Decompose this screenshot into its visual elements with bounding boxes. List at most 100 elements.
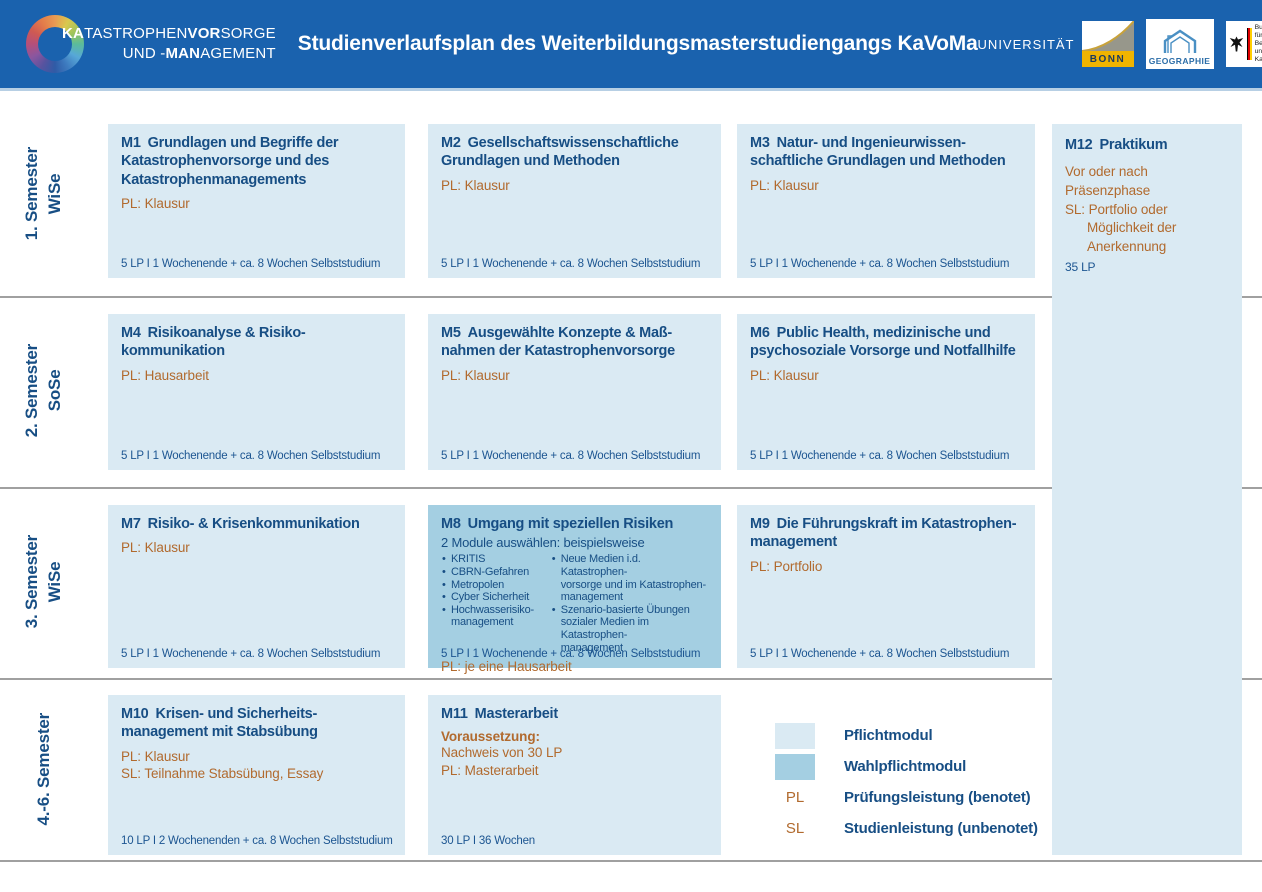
module-prerequisite-label: Voraussetzung: xyxy=(441,729,540,745)
semester-label-2: 2. Semester SoSe xyxy=(22,344,64,438)
module-exam: PL: Klausur xyxy=(121,195,190,211)
module-heading: M5 Ausgewählte Konzepte & Maß- nahmen der… xyxy=(441,324,708,361)
options-column-left: KRITISCBRN-GefahrenMetropolenCyber Siche… xyxy=(441,553,545,654)
bullet-item: Metropolen xyxy=(441,579,545,592)
module-workload: 5 LP I 1 Wochenende + ca. 8 Wochen Selbs… xyxy=(750,648,1010,660)
module-title: Gesellschaftswissenschaftliche Grundlage… xyxy=(441,135,679,170)
module-workload: 5 LP I 1 Wochenende + ca. 8 Wochen Selbs… xyxy=(121,450,381,462)
module-title: Risiko- & Krisenkommunikation xyxy=(147,516,360,532)
module-code: M9 xyxy=(750,516,770,532)
module-title: Praktikum xyxy=(1099,137,1168,153)
legend-label: Wahlpflichtmodul xyxy=(844,758,967,775)
module-credits: 35 LP xyxy=(1065,260,1096,275)
geographie-logo: GEOGRAPHIE xyxy=(1145,19,1214,69)
module-exam: PL: Masterarbeit xyxy=(441,763,539,779)
module-code: M10 xyxy=(121,706,149,722)
header-edge-line xyxy=(0,88,1262,91)
module-workload: 5 LP I 1 Wochenende + ca. 8 Wochen Selbs… xyxy=(750,450,1010,462)
module-heading: M8 Umgang mit speziellen Risiken xyxy=(441,515,708,533)
module-exam: PL: Klausur xyxy=(441,367,510,383)
module-exam: PL: Klausur xyxy=(121,540,190,556)
options-column-right: Neue Medien i.d. Katastrophen- vorsorge … xyxy=(551,553,708,654)
module-title: Die Führungskraft im Katastrophen- manag… xyxy=(750,516,1017,551)
module-title: Grundlagen und Begriffe der Katastrophen… xyxy=(121,135,339,188)
module-heading: M11 Masterarbeit xyxy=(441,705,708,723)
module-code: M7 xyxy=(121,516,141,532)
page-title: Studienverlaufsplan des Weiterbildungsma… xyxy=(297,32,978,55)
bullet-item: KRITIS xyxy=(441,553,545,566)
module-workload: 5 LP I 1 Wochenende + ca. 8 Wochen Selbs… xyxy=(121,648,381,660)
legend-key-sl: SL xyxy=(785,820,805,837)
pflichtmodul-swatch xyxy=(775,722,815,749)
module-workload: 10 LP I 2 Wochenenden + ca. 8 Wochen Sel… xyxy=(121,835,393,847)
module-title: Public Health, medizinische und psychoso… xyxy=(750,325,1016,360)
module-card-m7: M7 Risiko- & Krisenkommunikation PL: Klau… xyxy=(108,505,405,668)
row-divider xyxy=(0,296,1262,298)
semester-label-1: 1. Semester WiSe xyxy=(22,147,64,241)
module-title: Ausgewählte Konzepte & Maß- nahmen der K… xyxy=(441,325,675,360)
module-title: Risikoanalyse & Risiko- kommunikation xyxy=(121,325,306,360)
legend-label: Pflichtmodul xyxy=(844,727,933,744)
header-bar: KATASTROPHENVORSORGE UND -MANAGEMENT Stu… xyxy=(0,0,1262,88)
bullet-item: Cyber Sicherheit xyxy=(441,591,545,604)
module-title: Natur- und Ingenieurwissen- schaftliche … xyxy=(750,135,1006,170)
module-card-m2: M2 Gesellschaftswissenschaftliche Grundla… xyxy=(428,124,721,278)
module-workload: 30 LP I 36 Wochen xyxy=(441,835,535,847)
bullet-item: Szenario-basierte Übungen sozialer Medie… xyxy=(551,604,708,655)
module-heading: M2 Gesellschaftswissenschaftliche Grundla… xyxy=(441,134,708,171)
module-workload: 5 LP I 1 Wochenende + ca. 8 Wochen Selbs… xyxy=(121,258,381,270)
module-heading: M7 Risiko- & Krisenkommunikation xyxy=(121,515,392,533)
module-heading: M9 Die Führungskraft im Katastrophen- man… xyxy=(750,515,1022,552)
module-workload: 5 LP I 1 Wochenende + ca. 8 Wochen Selbs… xyxy=(441,648,701,660)
wordmark-line2: UND -MANAGEMENT xyxy=(122,45,276,62)
kavoma-wordmark: KATASTROPHENVORSORGE UND -MANAGEMENT xyxy=(62,24,276,65)
kavoma-ring-icon xyxy=(26,15,84,73)
module-card-m10: M10 Krisen- und Sicherheits- management m… xyxy=(108,695,405,855)
legend-row-pflichtmodul: Pflichtmodul xyxy=(756,720,1056,751)
module-code: M2 xyxy=(441,135,461,151)
partner-logos: UNIVERSITÄT BONN GEOGRAPHIE xyxy=(978,19,1262,69)
module-note: Vor oder nach Präsenzphase xyxy=(1065,164,1151,198)
module-exam: PL: Klausur xyxy=(441,177,510,193)
module-workload: 5 LP I 1 Wochenende + ca. 8 Wochen Selbs… xyxy=(441,258,701,270)
module-card-m4: M4 Risikoanalyse & Risiko- kommunikation … xyxy=(108,314,405,470)
bbk-label: Bundesamt für Bevölkerungsschutz und Kat… xyxy=(1254,23,1262,64)
module-exam: PL: Portfolio xyxy=(750,558,823,574)
module-heading: M4 Risikoanalyse & Risiko- kommunikation xyxy=(121,324,392,361)
bbk-logo: Bundesamt für Bevölkerungsschutz und Kat… xyxy=(1225,21,1262,67)
semester-label-4: 4.-6. Semester xyxy=(33,712,53,826)
module-workload: 5 LP I 1 Wochenende + ca. 8 Wochen Selbs… xyxy=(441,450,701,462)
kavoma-logo: KATASTROPHENVORSORGE UND -MANAGEMENT xyxy=(26,15,276,73)
module-card-m6: M6 Public Health, medizinische und psycho… xyxy=(737,314,1035,470)
uni-bonn-label: UNIVERSITÄT xyxy=(977,36,1075,52)
module-code: M5 xyxy=(441,325,461,341)
module-code: M12 xyxy=(1065,137,1093,153)
module-options: KRITISCBRN-GefahrenMetropolenCyber Siche… xyxy=(441,553,708,654)
module-card-m11: M11 Masterarbeit Voraussetzung: Nachweis … xyxy=(428,695,721,855)
module-heading: M3 Natur- und Ingenieurwissen- schaftlich… xyxy=(750,134,1022,171)
bonn-curve-icon xyxy=(1081,21,1134,51)
module-heading: M10 Krisen- und Sicherheits- management m… xyxy=(121,705,392,742)
uni-bonn-logo: UNIVERSITÄT BONN xyxy=(978,21,1134,67)
module-study-achievement: SL: Portfolio oder Möglichkeit der Anerk… xyxy=(1065,201,1177,254)
legend-key-pl: PL xyxy=(785,789,805,806)
module-exam: PL: Klausur SL: Teilnahme Stabsübung, Es… xyxy=(121,748,324,782)
module-card-m3: M3 Natur- und Ingenieurwissen- schaftlich… xyxy=(737,124,1035,278)
module-prerequisite: Nachweis von 30 LP xyxy=(441,745,563,761)
bullet-item: Hochwasserisiko- management xyxy=(441,604,545,629)
module-heading: M6 Public Health, medizinische und psycho… xyxy=(750,324,1022,361)
module-code: M1 xyxy=(121,135,141,151)
module-title: Masterarbeit xyxy=(474,706,558,722)
legend-label: Prüfungsleistung (benotet) xyxy=(844,789,1031,806)
module-title: Umgang mit speziellen Risiken xyxy=(467,516,674,532)
uni-bonn-emblem-icon: BONN xyxy=(1081,21,1134,67)
row-divider xyxy=(0,860,1262,862)
module-code: M11 xyxy=(441,706,468,722)
wordmark-line1: KATASTROPHENVORSORGE xyxy=(62,24,276,42)
module-code: M8 xyxy=(441,516,461,532)
module-code: M4 xyxy=(121,325,141,341)
legend-row-wahlpflichtmodul: Wahlpflichtmodul xyxy=(756,751,1056,782)
module-card-m1: M1 Grundlagen und Begriffe der Katastroph… xyxy=(108,124,405,278)
row-divider xyxy=(0,487,1262,489)
